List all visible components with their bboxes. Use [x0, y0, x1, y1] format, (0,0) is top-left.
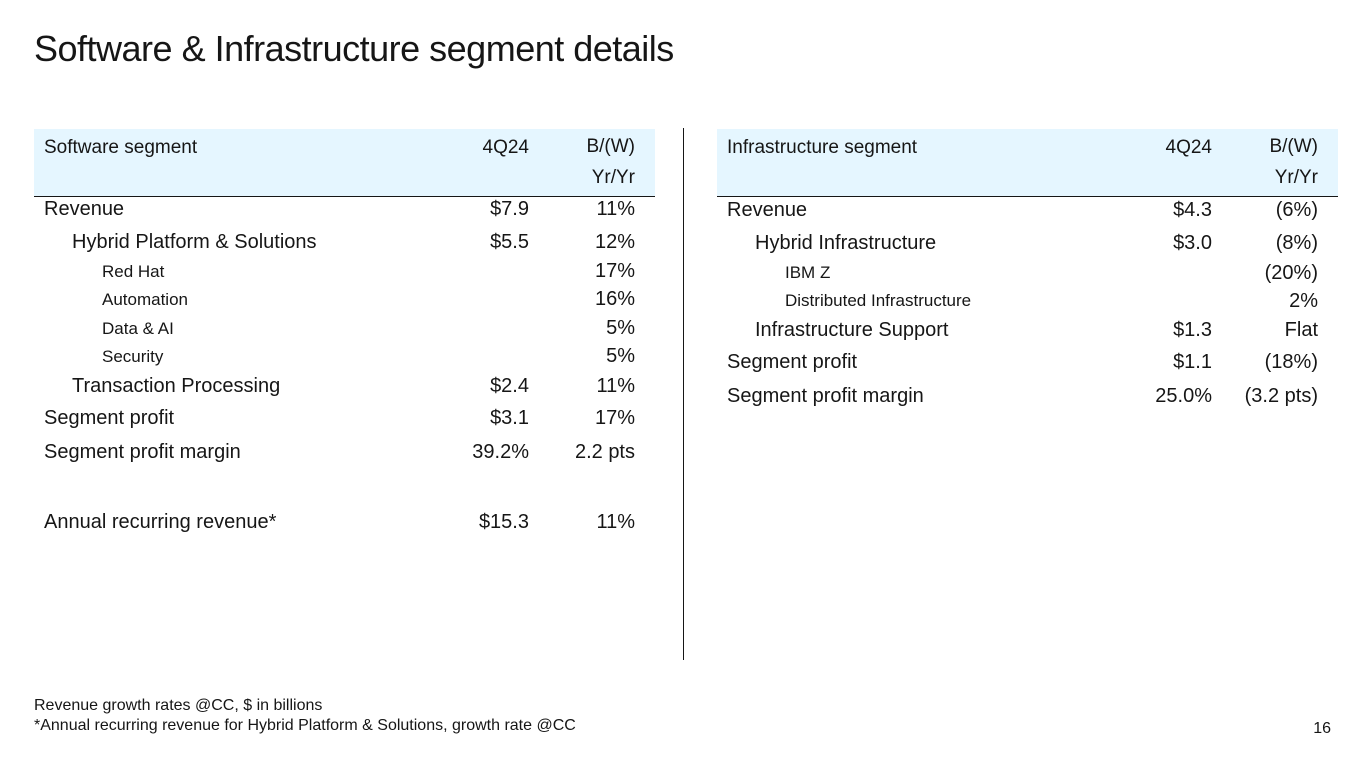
- row-change: (8%): [1275, 232, 1318, 254]
- row-change: 2.2 pts: [574, 441, 635, 463]
- table-row: Infrastructure Support $1.3 Flat: [717, 319, 1338, 349]
- row-value: $1.3: [1173, 319, 1212, 341]
- table-row: Transaction Processing $2.4 11%: [34, 375, 655, 405]
- row-change: 16%: [594, 288, 635, 310]
- page-number: 16: [1313, 720, 1331, 737]
- table-row: Hybrid Platform & Solutions $5.5 12%: [34, 231, 655, 261]
- row-value: $4.3: [1173, 199, 1212, 221]
- row-change: 17%: [594, 260, 635, 282]
- row-label: Segment profit: [727, 351, 858, 373]
- row-change: 5%: [606, 317, 635, 339]
- infrastructure-header-label: Infrastructure segment: [727, 137, 918, 158]
- table-row: Distributed Infrastructure 2%: [717, 290, 1338, 320]
- table-row: Segment profit $1.1 (18%): [717, 351, 1338, 381]
- row-label: Annual recurring revenue*: [44, 511, 277, 533]
- footnote-currency: Revenue growth rates @CC, $ in billions: [34, 697, 323, 714]
- row-change: 11%: [596, 375, 635, 397]
- row-label: Infrastructure Support: [755, 319, 949, 341]
- row-value: $3.0: [1173, 232, 1212, 254]
- row-change: 17%: [594, 407, 635, 429]
- row-label: Security: [102, 347, 164, 366]
- row-label: Segment profit margin: [44, 441, 241, 463]
- row-label: Revenue: [727, 199, 808, 221]
- row-value: $7.9: [490, 198, 529, 220]
- row-change: Flat: [1284, 319, 1318, 341]
- row-value: $2.4: [490, 375, 529, 397]
- software-header-change-line1: B/(W): [586, 136, 635, 157]
- row-change: 11%: [596, 511, 635, 533]
- infrastructure-header-change-line1: B/(W): [1269, 136, 1318, 157]
- row-label: Automation: [102, 290, 188, 309]
- software-table-header: Software segment 4Q24 B/(W) Yr/Yr: [34, 129, 655, 197]
- table-row: Automation 16%: [34, 288, 655, 318]
- infrastructure-header-change: B/(W) Yr/Yr: [1269, 131, 1318, 193]
- column-divider: [683, 128, 684, 660]
- row-value: $3.1: [490, 407, 529, 429]
- row-change: 5%: [606, 345, 635, 367]
- table-row: Segment profit margin 39.2% 2.2 pts: [34, 441, 655, 471]
- footnote-arr: *Annual recurring revenue for Hybrid Pla…: [34, 717, 576, 734]
- software-header-label: Software segment: [44, 137, 198, 158]
- row-value: $15.3: [478, 511, 529, 533]
- row-label: Hybrid Platform & Solutions: [72, 231, 317, 253]
- row-change: (3.2 pts): [1244, 385, 1318, 407]
- row-value: 25.0%: [1155, 385, 1212, 407]
- table-row: Segment profit $3.1 17%: [34, 407, 655, 437]
- row-label: Transaction Processing: [72, 375, 281, 397]
- row-value: 39.2%: [472, 441, 529, 463]
- row-change: (18%): [1264, 351, 1318, 373]
- software-header-change: B/(W) Yr/Yr: [586, 131, 635, 193]
- table-row: Annual recurring revenue* $15.3 11%: [34, 511, 655, 541]
- software-header-change-line2: Yr/Yr: [591, 167, 635, 188]
- table-row: Revenue $4.3 (6%): [717, 199, 1338, 229]
- software-segment-table: Software segment 4Q24 B/(W) Yr/Yr Revenu…: [34, 129, 655, 533]
- row-label: Revenue: [44, 198, 125, 220]
- infrastructure-table-header: Infrastructure segment 4Q24 B/(W) Yr/Yr: [717, 129, 1338, 197]
- table-row: IBM Z (20%): [717, 262, 1338, 292]
- row-label: Segment profit: [44, 407, 175, 429]
- table-row: Red Hat 17%: [34, 260, 655, 290]
- row-change: (20%): [1264, 262, 1318, 284]
- table-row: Hybrid Infrastructure $3.0 (8%): [717, 232, 1338, 262]
- row-label: Data & AI: [102, 319, 174, 338]
- row-value: $1.1: [1173, 351, 1212, 373]
- table-row: Revenue $7.9 11%: [34, 198, 655, 228]
- row-label: Segment profit margin: [727, 385, 924, 407]
- row-label: IBM Z: [785, 263, 831, 282]
- row-change: 12%: [594, 231, 635, 253]
- footnotes: Revenue growth rates @CC, $ in billions …: [34, 696, 576, 736]
- row-value: $5.5: [490, 231, 529, 253]
- infrastructure-header-change-line2: Yr/Yr: [1274, 167, 1318, 188]
- table-row: Segment profit margin 25.0% (3.2 pts): [717, 385, 1338, 415]
- infrastructure-header-period: 4Q24: [1165, 137, 1212, 158]
- row-label: Hybrid Infrastructure: [755, 232, 937, 254]
- page-title: Software & Infrastructure segment detail…: [34, 28, 674, 69]
- table-row: Security 5%: [34, 345, 655, 375]
- software-header-period: 4Q24: [482, 137, 529, 158]
- row-change: 2%: [1289, 290, 1318, 312]
- infrastructure-segment-table: Infrastructure segment 4Q24 B/(W) Yr/Yr …: [717, 129, 1338, 407]
- row-label: Distributed Infrastructure: [785, 291, 972, 310]
- row-change: 11%: [596, 198, 635, 220]
- row-change: (6%): [1275, 199, 1318, 221]
- table-row: Data & AI 5%: [34, 317, 655, 347]
- row-label: Red Hat: [102, 262, 165, 281]
